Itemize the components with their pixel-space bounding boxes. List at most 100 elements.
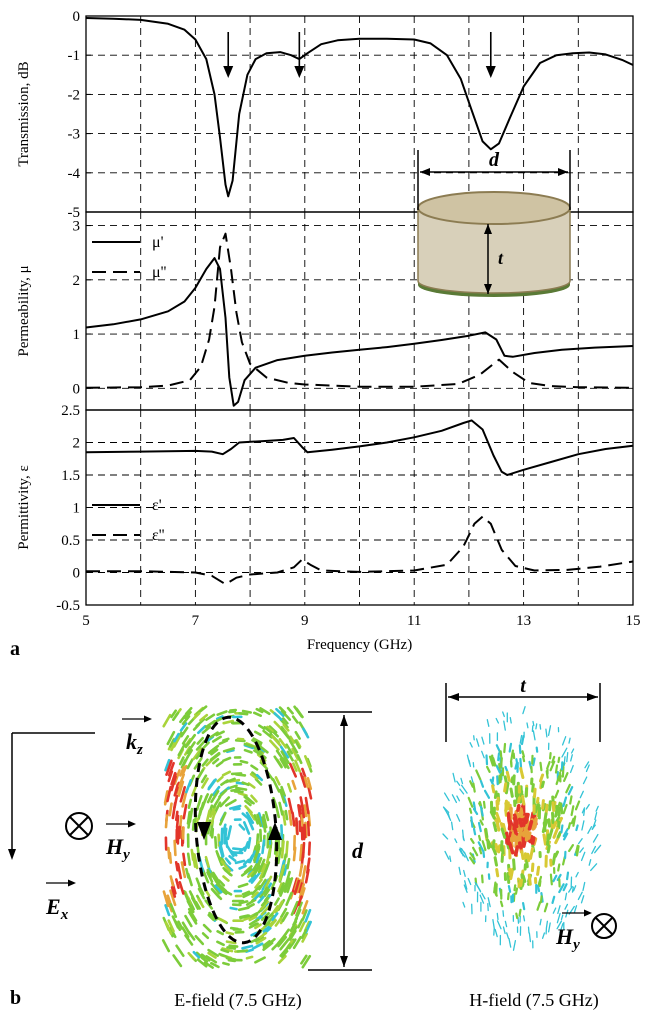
h-field-vector <box>467 877 472 886</box>
h-field-vector <box>481 892 486 900</box>
permittivity-ytick-label: 0.5 <box>61 533 80 549</box>
h-field-vector <box>481 736 485 745</box>
e-field-vector <box>302 727 310 739</box>
permittivity-ytick-label: 1 <box>73 501 81 517</box>
h-field-vector <box>569 764 574 774</box>
h-field-vector <box>562 771 569 783</box>
e-field-vector <box>191 852 197 868</box>
e-field-vector <box>229 804 242 810</box>
e-field-vector <box>248 915 258 922</box>
e-field-vector <box>257 812 265 828</box>
e-field-vector <box>275 707 285 718</box>
e-field-vector <box>248 922 259 929</box>
e-field-vector <box>207 778 217 791</box>
e-field-vector <box>245 811 255 825</box>
h-field-vector <box>504 799 508 813</box>
h-field-vector <box>517 841 523 850</box>
e-field-vector <box>301 900 309 915</box>
permittivity-xlabel: Frequency (GHz) <box>307 637 412 653</box>
e-field-vector <box>205 955 218 964</box>
e-field-vector <box>298 921 306 933</box>
e-field-vector <box>215 730 225 737</box>
e-field-vector <box>250 871 261 884</box>
kz-vector-arrow-icon <box>144 715 152 723</box>
h-field-vector <box>469 852 476 861</box>
e-field-vector <box>221 947 234 953</box>
h-field-vector <box>446 811 452 821</box>
e-field-vector <box>280 785 287 798</box>
h-field-vector <box>497 844 502 854</box>
h-field-vector <box>551 811 555 825</box>
e-field-vector <box>164 814 169 829</box>
permittivity-series-dashed <box>86 515 634 586</box>
h-field-vector <box>587 826 593 834</box>
h-field-vector <box>524 787 529 798</box>
e-field-vector <box>224 836 229 849</box>
h-field-vector <box>472 807 479 816</box>
e-field-vector <box>238 711 249 716</box>
h-field-vector <box>507 892 510 901</box>
e-field-vector <box>184 739 192 749</box>
h-field-vector <box>506 932 510 939</box>
e-field-vector <box>243 821 251 835</box>
h-field-vector <box>451 794 458 804</box>
e-field-vector <box>247 836 252 850</box>
e-field-vector <box>260 896 270 907</box>
h-field-vector <box>481 874 484 884</box>
e-field-vector <box>207 948 219 958</box>
h-field-vector <box>485 754 489 766</box>
h-field-vector <box>517 796 521 804</box>
e-field-vector <box>175 944 185 958</box>
hy-vector-arrow-icon <box>128 820 136 828</box>
e-field-vector <box>170 771 177 786</box>
h-field-vector <box>516 803 521 813</box>
e-field-vector <box>210 789 220 804</box>
h-field-vector <box>478 834 482 842</box>
e-field-vector <box>273 755 283 769</box>
h-field-vector <box>556 831 562 839</box>
h-field-vector <box>557 863 561 872</box>
e-field-vector <box>186 741 196 755</box>
e-field-vector <box>290 900 299 916</box>
h-field-vector <box>591 845 597 855</box>
e-field-vector <box>282 864 288 876</box>
h-field-vector <box>551 801 556 812</box>
e-field-vector <box>251 868 259 878</box>
e-field-vector <box>210 961 220 969</box>
h-field-vector <box>558 774 562 782</box>
e-field-vector <box>297 917 304 929</box>
e-field-vector <box>226 748 235 754</box>
e-field-vector <box>295 879 302 894</box>
h-field-vector <box>510 749 515 762</box>
e-field-vector <box>199 713 209 722</box>
h-field-vector <box>493 790 498 799</box>
e-field-vector <box>173 769 181 785</box>
e-field-vector <box>218 739 229 746</box>
h-field-vector <box>567 822 572 830</box>
e-field-vector <box>202 923 212 933</box>
h-field-vector <box>481 750 485 759</box>
e-field-vector <box>164 904 171 917</box>
e-field-plot <box>161 705 313 969</box>
h-field-vector <box>559 923 564 934</box>
e-field-vector <box>169 903 178 919</box>
h-field-vector <box>554 789 560 799</box>
h-field-vector <box>507 841 515 855</box>
e-field-vector <box>186 852 192 866</box>
e-field-vector <box>299 772 307 788</box>
e-field-vector <box>254 878 263 889</box>
kz-symbol: kz <box>126 729 143 758</box>
ex-symbol: Ex <box>45 894 69 923</box>
e-field-vector <box>280 840 285 859</box>
h-field-vector <box>456 795 461 802</box>
e-field-vector <box>222 961 230 966</box>
e-field-vector <box>173 732 180 743</box>
h-field-vector <box>527 926 530 934</box>
e-field-vector <box>192 711 201 720</box>
e-field-vector <box>276 847 282 865</box>
h-field-vector <box>565 871 570 881</box>
e-field-vector <box>166 785 172 803</box>
h-field-vector <box>566 752 569 763</box>
h-field-vector <box>562 803 568 815</box>
e-field-vector <box>274 900 284 914</box>
